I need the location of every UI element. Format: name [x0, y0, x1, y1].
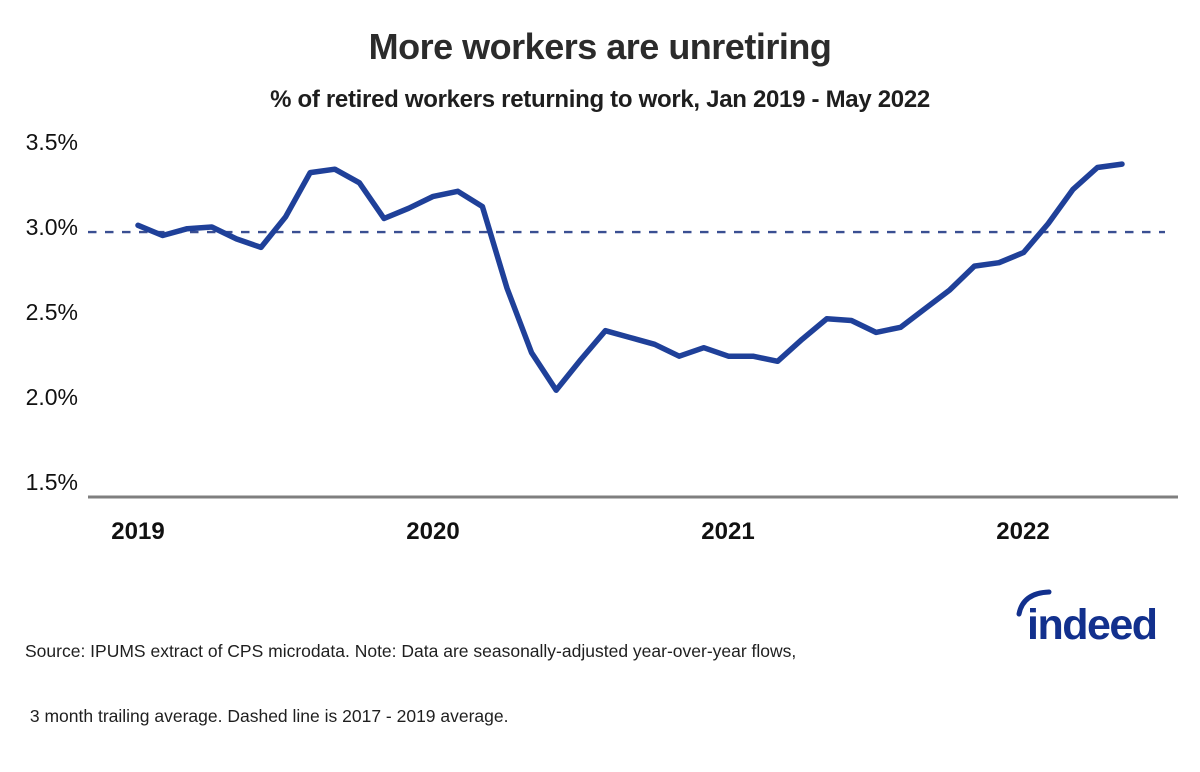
x-tick-label: 2021	[701, 518, 755, 545]
source-note-line1: Source: IPUMS extract of CPS microdata. …	[25, 640, 797, 661]
line-chart	[88, 161, 1178, 499]
source-note-line2: 3 month trailing average. Dashed line is…	[25, 706, 509, 727]
y-tick-label: 3.5%	[25, 129, 78, 155]
x-tick-label: 2022	[996, 518, 1050, 545]
chart-subtitle: % of retired workers returning to work, …	[270, 86, 930, 113]
y-tick-label: 3.0%	[25, 214, 78, 240]
x-tick-label: 2020	[406, 518, 460, 545]
indeed-logo: indeed	[1016, 589, 1158, 649]
y-tick-label: 2.5%	[25, 299, 78, 325]
source-note: Source: IPUMS extract of CPS microdata. …	[25, 597, 796, 772]
chart-page: More workers are unretiring % of retired…	[25, 26, 1178, 726]
x-tick-label: 2019	[111, 518, 165, 545]
data-series-line	[135, 161, 1125, 393]
y-tick-label: 1.5%	[25, 469, 78, 495]
indeed-logo-swoosh-icon	[1016, 589, 1052, 617]
chart-title: More workers are unretiring	[368, 26, 832, 67]
y-tick-label: 2.0%	[25, 384, 78, 410]
indeed-logo-text: indeed	[1027, 601, 1157, 649]
